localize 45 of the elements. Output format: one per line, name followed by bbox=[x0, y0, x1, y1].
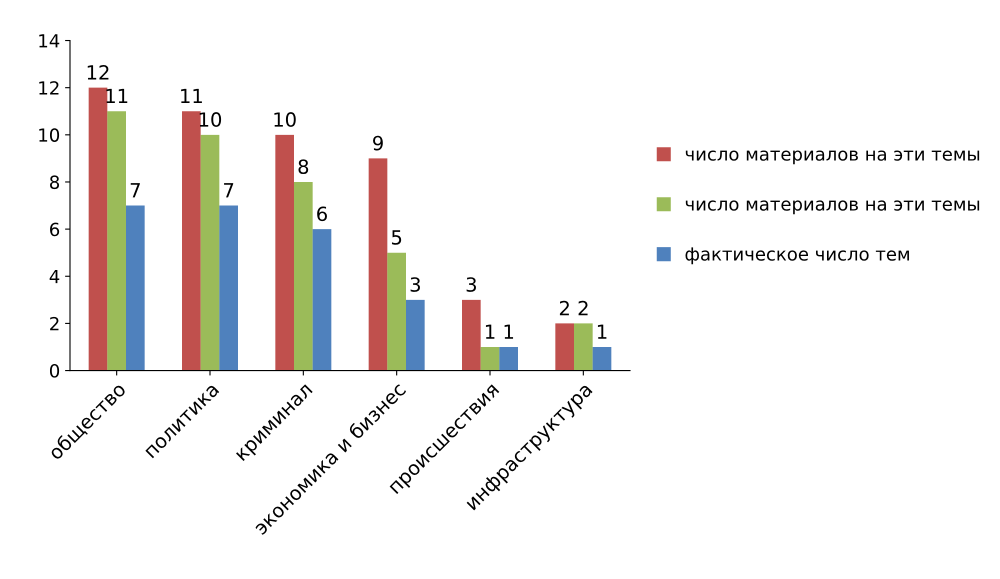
bar bbox=[368, 158, 388, 371]
bar bbox=[275, 134, 294, 371]
bar bbox=[219, 206, 238, 371]
y-tick-label: 6 bbox=[50, 222, 60, 236]
bar bbox=[107, 111, 126, 371]
data-label: 7 bbox=[130, 183, 140, 198]
data-label: 11 bbox=[181, 88, 202, 104]
bar bbox=[574, 323, 593, 371]
bar bbox=[294, 182, 313, 371]
y-tick-label: 8 bbox=[50, 175, 60, 190]
y-tick-label: 2 bbox=[50, 316, 58, 330]
data-label: 7 bbox=[224, 183, 234, 198]
bar bbox=[88, 88, 108, 371]
bar bbox=[387, 252, 406, 371]
data-label: 5 bbox=[392, 230, 402, 245]
legend-label: число материалов на эти темы bbox=[686, 150, 980, 164]
legend-label: число материалов на эти темы bbox=[686, 200, 980, 214]
y-tick-label: 4 bbox=[50, 270, 60, 284]
data-label: 8 bbox=[298, 159, 308, 174]
data-label: 3 bbox=[410, 277, 420, 292]
data-label: 12 bbox=[88, 65, 108, 80]
bar bbox=[499, 346, 518, 371]
legend-label: фактическое число тем bbox=[686, 247, 909, 264]
data-label: 2 bbox=[578, 300, 588, 316]
data-label: 9 bbox=[373, 136, 383, 150]
data-label: 1 bbox=[486, 324, 494, 339]
bar bbox=[312, 229, 332, 371]
y-tick-label: 14 bbox=[39, 34, 60, 48]
bar bbox=[406, 300, 425, 371]
data-label: 10 bbox=[274, 112, 296, 127]
data-label: 3 bbox=[466, 277, 476, 292]
y-tick-label: 0 bbox=[50, 364, 60, 378]
bar bbox=[462, 300, 481, 371]
bar bbox=[555, 323, 574, 371]
bar bbox=[200, 134, 220, 371]
data-label: 2 bbox=[560, 300, 569, 316]
y-tick-label: 12 bbox=[39, 81, 58, 95]
y-tick-label: 10 bbox=[39, 128, 60, 142]
bar bbox=[182, 111, 201, 371]
bar bbox=[126, 206, 145, 371]
bar bbox=[480, 346, 500, 371]
bar bbox=[592, 346, 612, 371]
data-label: 1 bbox=[504, 324, 514, 339]
data-label: 6 bbox=[317, 206, 327, 222]
data-label: 1 bbox=[598, 324, 606, 339]
